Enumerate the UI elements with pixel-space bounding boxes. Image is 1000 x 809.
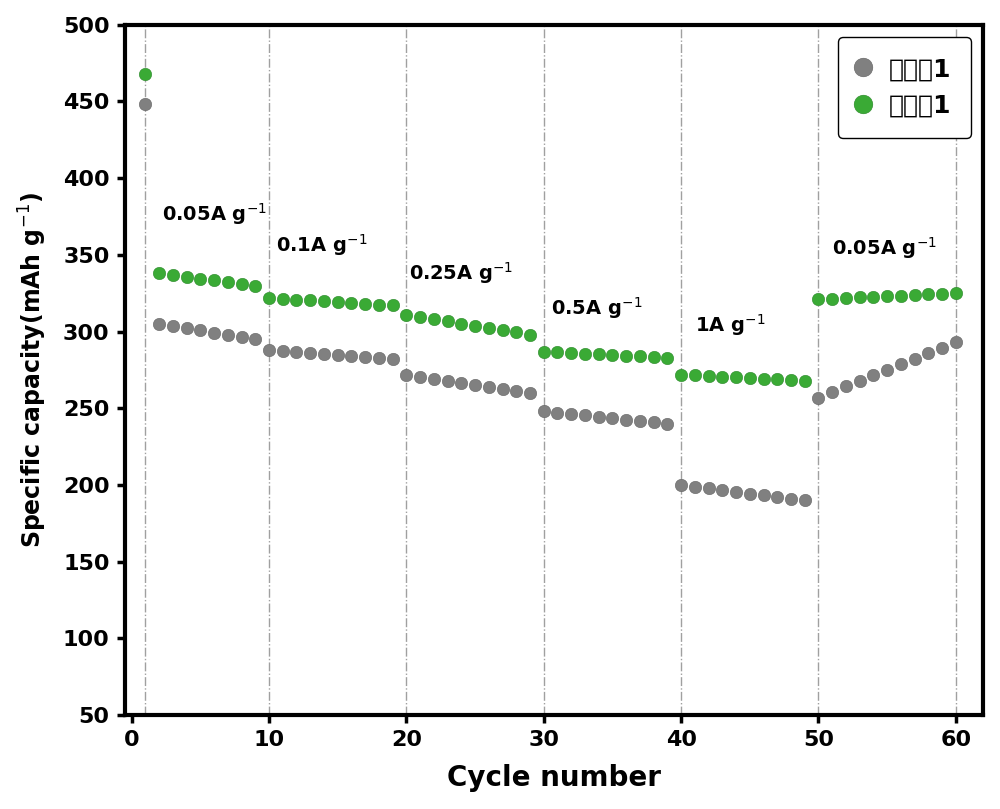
- 实施例1: [799, 376, 811, 386]
- Text: 0.05A g$^{-1}$: 0.05A g$^{-1}$: [162, 201, 267, 227]
- 对比例1: [414, 371, 426, 381]
- Text: 1A g$^{-1}$: 1A g$^{-1}$: [695, 311, 765, 337]
- 对比例1: [139, 100, 151, 109]
- 对比例1: [345, 351, 357, 361]
- Text: 0.25A g$^{-1}$: 0.25A g$^{-1}$: [409, 260, 513, 286]
- Text: 0.5A g$^{-1}$: 0.5A g$^{-1}$: [551, 295, 642, 321]
- 对比例1: [799, 495, 811, 505]
- 对比例1: [648, 417, 660, 427]
- 实施例1: [648, 352, 660, 362]
- 实施例1: [950, 288, 962, 298]
- Line: 实施例1: 实施例1: [139, 67, 962, 387]
- 实施例1: [139, 69, 151, 78]
- Text: 0.05A g$^{-1}$: 0.05A g$^{-1}$: [832, 235, 937, 261]
- 对比例1: [277, 346, 289, 356]
- 对比例1: [950, 337, 962, 347]
- 实施例1: [400, 310, 412, 320]
- 实施例1: [277, 294, 289, 303]
- Y-axis label: Specific capacity(mAh g$^{-1}$): Specific capacity(mAh g$^{-1}$): [17, 192, 49, 548]
- 对比例1: [400, 370, 412, 379]
- Line: 对比例1: 对比例1: [139, 98, 962, 506]
- Legend: 对比例1, 实施例1: 对比例1, 实施例1: [838, 37, 971, 138]
- Text: 0.1A g$^{-1}$: 0.1A g$^{-1}$: [276, 232, 367, 258]
- 实施例1: [414, 312, 426, 322]
- 实施例1: [345, 298, 357, 307]
- 实施例1: [373, 300, 385, 310]
- 对比例1: [373, 354, 385, 363]
- X-axis label: Cycle number: Cycle number: [447, 765, 661, 792]
